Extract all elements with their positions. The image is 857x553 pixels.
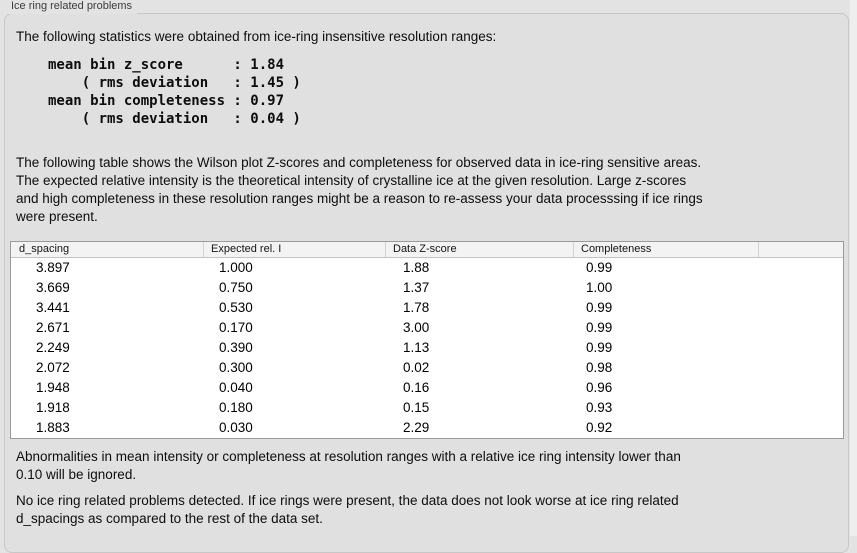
table-cell: 0.16 [403,380,430,395]
table-cell: 0.180 [219,400,253,415]
table-cell: 0.99 [586,340,613,355]
table-cell: 0.99 [586,300,613,315]
table-cell: 1.78 [403,300,430,315]
stats-block: mean bin z_score : 1.84 ( rms deviation … [48,57,301,127]
table-cell: 3.00 [403,320,430,335]
table-row[interactable]: 2.072 0.300 0.02 0.98 [11,358,843,378]
table-cell: 1.948 [36,380,70,395]
table-cell: 0.99 [586,320,613,335]
panel-title: Ice ring related problems [6,0,138,14]
table-row[interactable]: 3.441 0.530 1.78 0.99 [11,298,843,318]
table-cell: 0.96 [586,380,613,395]
table-row[interactable]: 3.897 1.000 1.88 0.99 [11,258,843,278]
table-cell: 1.37 [403,280,430,295]
table-cell: 1.00 [586,280,613,295]
table-row[interactable]: 3.669 0.750 1.37 1.00 [11,278,843,298]
footnote-text: Abnormalities in mean intensity or compl… [16,449,681,482]
table-row[interactable]: 1.918 0.180 0.15 0.93 [11,398,843,418]
table-row[interactable]: 1.883 0.030 2.29 0.92 [11,418,843,438]
table-cell: 0.390 [219,340,253,355]
table-cell: 0.92 [586,420,613,435]
table-row[interactable]: 2.249 0.390 1.13 0.99 [11,338,843,358]
table-intro-text: The following table shows the Wilson plo… [16,155,703,224]
ice-ring-data-table: d_spacing Expected rel. I Data Z-score C… [10,241,844,439]
table-cell: 0.530 [219,300,253,315]
table-cell: 0.170 [219,320,253,335]
table-cell: 2.249 [36,340,70,355]
table-row[interactable]: 2.671 0.170 3.00 0.99 [11,318,843,338]
table-body: 3.897 1.000 1.88 0.99 3.669 0.750 1.37 1.00 3.44… [11,258,843,438]
header-cell-expected-rel-i[interactable]: Expected rel. I [203,242,385,257]
table-cell: 1.88 [403,260,430,275]
table-cell: 0.300 [219,360,253,375]
table-cell: 1.13 [403,340,430,355]
table-cell: 0.93 [586,400,613,415]
table-cell: 1.918 [36,400,70,415]
table-cell: 0.99 [586,260,613,275]
table-cell: 3.897 [36,260,70,275]
table-header: d_spacing Expected rel. I Data Z-score C… [11,242,843,258]
intro-text: The following statistics were obtained f… [16,29,497,44]
table-cell: 3.441 [36,300,70,315]
table-cell: 1.000 [219,260,253,275]
table-cell: 2.072 [36,360,70,375]
table-cell: 2.671 [36,320,70,335]
header-cell-spacer [758,242,843,257]
table-cell: 1.883 [36,420,70,435]
table-cell: 0.02 [403,360,430,375]
table-cell: 0.98 [586,360,613,375]
conclusion-text: No ice ring related problems detected. I… [16,493,679,526]
header-cell-completeness[interactable]: Completeness [573,242,758,257]
table-cell: 2.29 [403,420,430,435]
table-cell: 0.030 [219,420,253,435]
table-cell: 0.750 [219,280,253,295]
table-cell: 3.669 [36,280,70,295]
header-cell-data-z-score[interactable]: Data Z-score [385,242,573,257]
table-cell: 0.15 [403,400,430,415]
right-gutter [850,0,857,536]
table-row[interactable]: 1.948 0.040 0.16 0.96 [11,378,843,398]
table-cell: 0.040 [219,380,253,395]
header-cell-d-spacing[interactable]: d_spacing [19,243,70,255]
